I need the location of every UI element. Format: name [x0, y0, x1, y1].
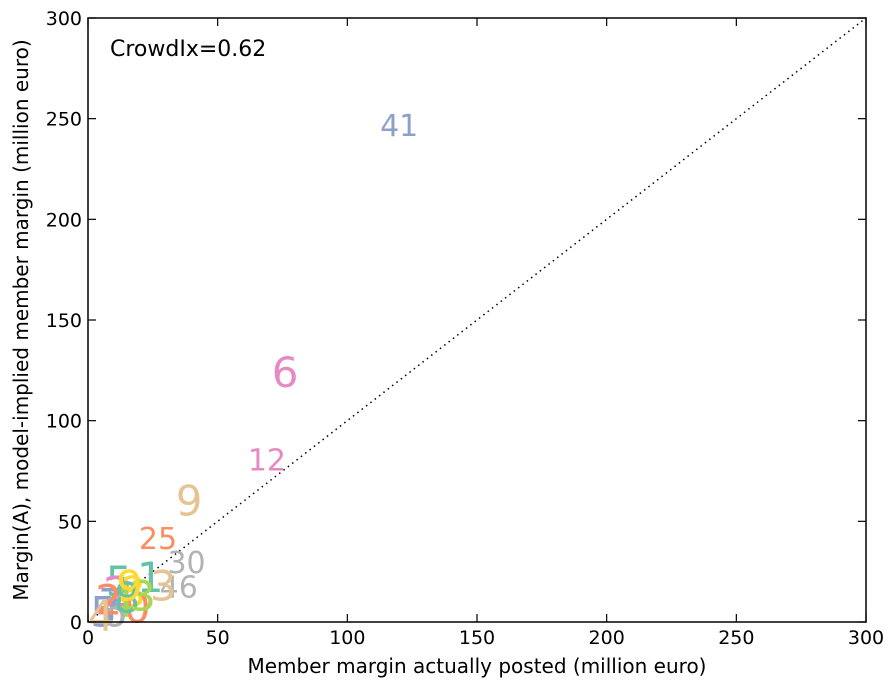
y-tick-label: 0	[70, 612, 82, 634]
data-point-label: 4	[88, 591, 115, 640]
plot-frame	[87, 17, 867, 623]
data-point-label: 12	[248, 443, 286, 478]
data-point-label: 8	[114, 573, 141, 622]
x-axis-label: Member margin actually posted (million e…	[248, 654, 707, 678]
diagonal-reference-line	[87, 17, 867, 623]
data-point-label: 30	[167, 546, 205, 581]
y-tick-label: 150	[46, 310, 82, 332]
x-tick-label: 100	[329, 627, 365, 649]
data-point-label: 25	[139, 522, 177, 557]
data-point-label: 9	[116, 561, 143, 610]
data-point-label: 1	[137, 553, 164, 602]
y-tick-label: 200	[46, 209, 82, 231]
x-tick-label: 250	[718, 627, 754, 649]
x-tick-label: 300	[848, 627, 884, 649]
data-point-label: 8	[119, 567, 146, 616]
y-axis-label: Margin(A), model-implied member margin (…	[9, 39, 33, 600]
data-point-label: 2	[103, 567, 130, 616]
data-point-label: 5	[106, 557, 133, 606]
y-tick-label: 250	[46, 109, 82, 131]
x-tick-label: 0	[82, 627, 94, 649]
data-point-label: 4	[108, 577, 135, 626]
y-tick-label: 300	[46, 8, 82, 30]
data-point-label: 6	[101, 587, 128, 636]
data-point-label: 2	[95, 575, 122, 624]
data-point-label: 46	[160, 570, 198, 605]
data-point-label: 9	[176, 477, 203, 526]
y-tick-label: 100	[46, 411, 82, 433]
x-tick-label: 150	[459, 627, 495, 649]
data-point-label: 41	[380, 109, 418, 144]
data-point-label: 5	[90, 587, 117, 636]
data-point-label: 0	[124, 583, 151, 632]
data-point-label: 3	[129, 571, 156, 620]
x-tick-label: 200	[589, 627, 625, 649]
crowdix-annotation: CrowdIx=0.62	[110, 37, 266, 62]
data-point-label: 7	[98, 579, 125, 628]
data-point-label: 3	[150, 561, 177, 610]
data-point-label: 6	[272, 348, 299, 397]
x-tick-label: 50	[206, 627, 230, 649]
y-tick-label: 50	[58, 511, 82, 533]
